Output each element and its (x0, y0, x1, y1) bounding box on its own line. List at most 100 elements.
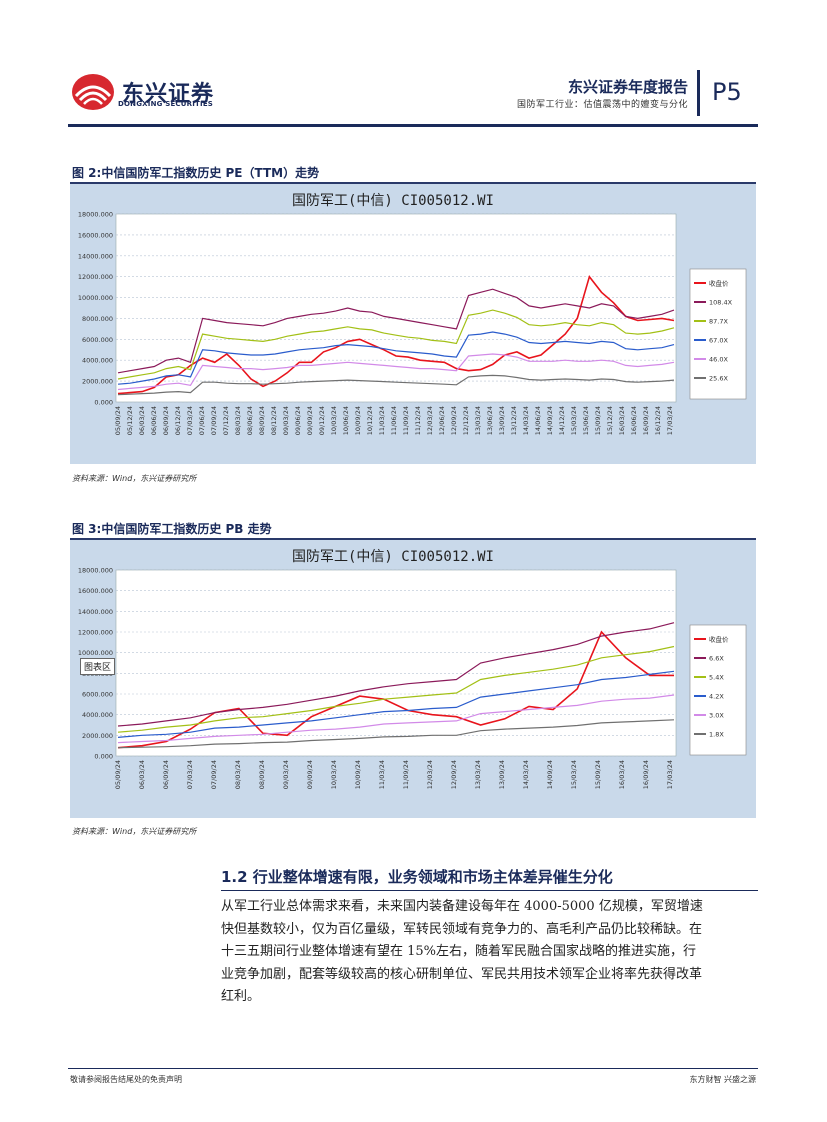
x-tick-label: 08/09/24 (258, 406, 266, 435)
paragraph-line: 红利。 (221, 989, 261, 1004)
x-tick-label: 09/09/24 (306, 406, 314, 435)
series-line-4 (117, 353, 675, 391)
x-tick-label: 14/12/24 (558, 406, 566, 435)
y-tick-label: 14000.000 (78, 252, 113, 260)
x-tick-label: 10/09/24 (354, 760, 362, 789)
legend-label: 收盘价 (709, 635, 729, 644)
legend-label: 46.0X (709, 356, 728, 364)
series-line-3 (117, 331, 675, 385)
x-tick-label: 12/03/24 (426, 406, 434, 435)
x-tick-label: 08/12/24 (270, 406, 278, 435)
x-tick-label: 13/03/24 (474, 760, 482, 789)
legend-label: 6.6X (709, 655, 724, 663)
x-tick-label: 14/06/24 (534, 406, 542, 435)
figure-2-chart: 国防军工(中信) CI005012.WI 0.000 2000.000 4000.00… (70, 184, 756, 464)
series-line-0 (117, 630, 674, 749)
x-tick-label: 07/09/24 (210, 406, 218, 435)
x-tick-label: 14/09/24 (546, 406, 554, 435)
pe-chart-svg: 国防军工(中信) CI005012.WI 0.000 2000.000 4000.00… (70, 184, 756, 435)
y-tick-label: 12000.000 (78, 273, 113, 281)
header-divider (697, 70, 700, 116)
y-tick-label: 0.000 (94, 753, 113, 761)
x-tick-label: 15/09/24 (594, 406, 602, 435)
figure-3-rule (70, 538, 756, 540)
series-line-0 (117, 274, 675, 395)
x-tick-label: 12/09/24 (450, 406, 458, 435)
report-title: 东兴证券年度报告 (567, 78, 688, 96)
x-tick-label: 16/06/24 (630, 406, 638, 435)
x-tick-label: 10/09/24 (354, 406, 362, 435)
x-tick-label: 11/12/24 (414, 406, 422, 435)
x-tick-label: 15/09/24 (594, 760, 602, 789)
plot-area (115, 213, 677, 403)
pb-chart-svg: 国防军工(中信) CI005012.WI 0.000 2000.000 4000.00… (70, 540, 756, 789)
legend-label: 67.0X (709, 337, 728, 345)
paragraph-line: 快但基数较小，仅为百亿量级，军转民领域有竞争力的、高毛利产品仍比较稀缺。在 (221, 921, 703, 937)
x-tick-label: 14/03/24 (522, 406, 530, 435)
x-tick-label: 08/03/24 (234, 406, 242, 435)
x-tick-label: 13/09/24 (498, 760, 506, 789)
x-tick-label: 12/09/24 (450, 760, 458, 789)
series-line-3 (117, 670, 675, 738)
figure-2-source: 资料来源：Wind，东兴证券研究所 (72, 474, 197, 483)
company-logo (70, 72, 116, 112)
chart-area-tooltip: 图表区 (80, 658, 116, 675)
figure-3-chart: 国防军工(中信) CI005012.WI 0.000 2000.000 4000.00… (70, 540, 756, 818)
x-tick-label: 13/12/24 (510, 406, 518, 435)
x-tick-label: 11/06/24 (390, 406, 398, 435)
legend-label: 5.4X (709, 674, 724, 682)
x-tick-label: 15/03/24 (570, 406, 578, 435)
series-line-2 (117, 309, 675, 380)
x-tick-label: 16/09/24 (642, 406, 650, 435)
x-tick-label: 05/09/24 (114, 760, 122, 789)
x-tick-label: 14/09/24 (546, 760, 554, 789)
legend-label: 收盘价 (709, 279, 729, 288)
x-tick-label: 11/03/24 (378, 406, 386, 435)
x-tick-label: 11/09/24 (402, 760, 410, 789)
plot-area (115, 569, 677, 757)
x-tick-label: 09/12/24 (318, 406, 326, 435)
series-line-1 (117, 622, 675, 727)
x-tick-label: 15/12/24 (606, 406, 614, 435)
logo-name-en: DONGXING SECURITIES (118, 100, 214, 108)
x-tick-label: 06/03/24 (138, 760, 146, 789)
x-tick-label: 10/12/24 (366, 406, 374, 435)
y-tick-label: 18000.000 (78, 211, 113, 219)
x-tick-label: 07/12/24 (222, 406, 230, 435)
x-tick-label: 12/12/24 (462, 406, 470, 435)
x-tick-label: 11/03/24 (378, 760, 386, 789)
x-tick-label: 10/06/24 (342, 406, 350, 435)
page-number: P5 (712, 78, 742, 106)
series-line-1 (117, 288, 675, 374)
report-subtitle: 国防军工行业：估值震荡中的嬗变与分化 (516, 100, 688, 110)
logo-name-cn: 东兴证券 (122, 82, 215, 107)
x-tick-label: 07/06/24 (198, 406, 206, 435)
y-tick-label: 6000.000 (82, 336, 113, 344)
x-tick-label: 09/03/24 (282, 406, 290, 435)
y-tick-label: 4000.000 (82, 711, 113, 719)
series-line-5 (117, 719, 675, 749)
legend-label: 108.4X (709, 299, 733, 307)
y-tick-label: 8000.000 (82, 315, 113, 323)
x-tick-label: 07/09/24 (210, 760, 218, 789)
y-tick-label: 14000.000 (78, 608, 113, 616)
section-title: 1.2 行业整体增速有限，业务领域和市场主体差异催生分化 (221, 868, 613, 886)
figure-3-caption: 图 3:中信国防军工指数历史 PB 走势 (72, 522, 272, 536)
y-tick-label: 16000.000 (78, 231, 113, 239)
figure-2-rule (70, 182, 756, 184)
x-tick-label: 17/03/24 (666, 406, 674, 435)
footer-disclaimer: 敬请参阅报告结尾处的免责声明 (70, 1075, 182, 1084)
x-tick-label: 05/09/24 (114, 406, 122, 435)
x-tick-label: 16/09/24 (642, 760, 650, 789)
header-rule (68, 124, 758, 127)
chart-title-band (70, 184, 756, 214)
y-tick-label: 16000.000 (78, 587, 113, 595)
y-tick-label: 12000.000 (78, 629, 113, 637)
legend-label: 87.7X (709, 318, 728, 326)
x-tick-label: 06/03/24 (138, 406, 146, 435)
x-tick-label: 08/06/24 (246, 406, 254, 435)
figure-3-source: 资料来源：Wind，东兴证券研究所 (72, 827, 197, 836)
x-tick-label: 09/06/24 (294, 406, 302, 435)
x-tick-label: 12/03/24 (426, 760, 434, 789)
y-tick-label: 4000.000 (82, 357, 113, 365)
